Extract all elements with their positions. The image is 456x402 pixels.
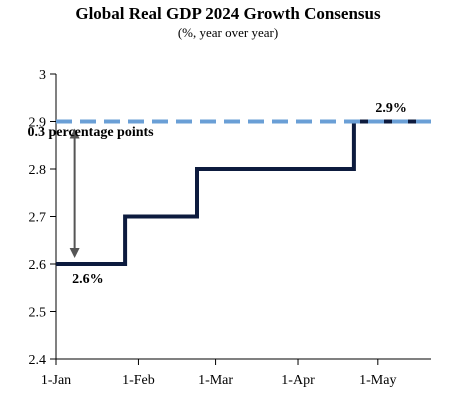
annotation-label: 0.3 percentage points bbox=[28, 125, 155, 140]
chart-subtitle: (%, year over year) bbox=[177, 25, 279, 40]
y-tick-label: 2.5 bbox=[29, 306, 47, 321]
y-tick-label: 2.4 bbox=[29, 353, 47, 368]
y-tick-label: 2.9 bbox=[29, 116, 47, 131]
x-tick-label: 1-Jan bbox=[41, 373, 71, 388]
y-tick-label: 2.7 bbox=[29, 211, 47, 226]
y-tick-label: 2.8 bbox=[29, 163, 47, 178]
x-tick-label: 1-May bbox=[359, 373, 396, 388]
chart-title: Global Real GDP 2024 Growth Consensus bbox=[75, 4, 381, 23]
annotation-label: 2.9% bbox=[375, 101, 407, 116]
consensus-step-line bbox=[56, 119, 431, 266]
x-tick-label: 1-Apr bbox=[281, 373, 315, 388]
annotation-label: 2.6% bbox=[72, 272, 104, 287]
y-tick-label: 2.6 bbox=[29, 258, 47, 273]
x-tick-label: 1-Feb bbox=[122, 373, 155, 388]
x-tick-label: 1-Mar bbox=[198, 373, 233, 388]
y-tick-label: 3 bbox=[39, 68, 46, 83]
